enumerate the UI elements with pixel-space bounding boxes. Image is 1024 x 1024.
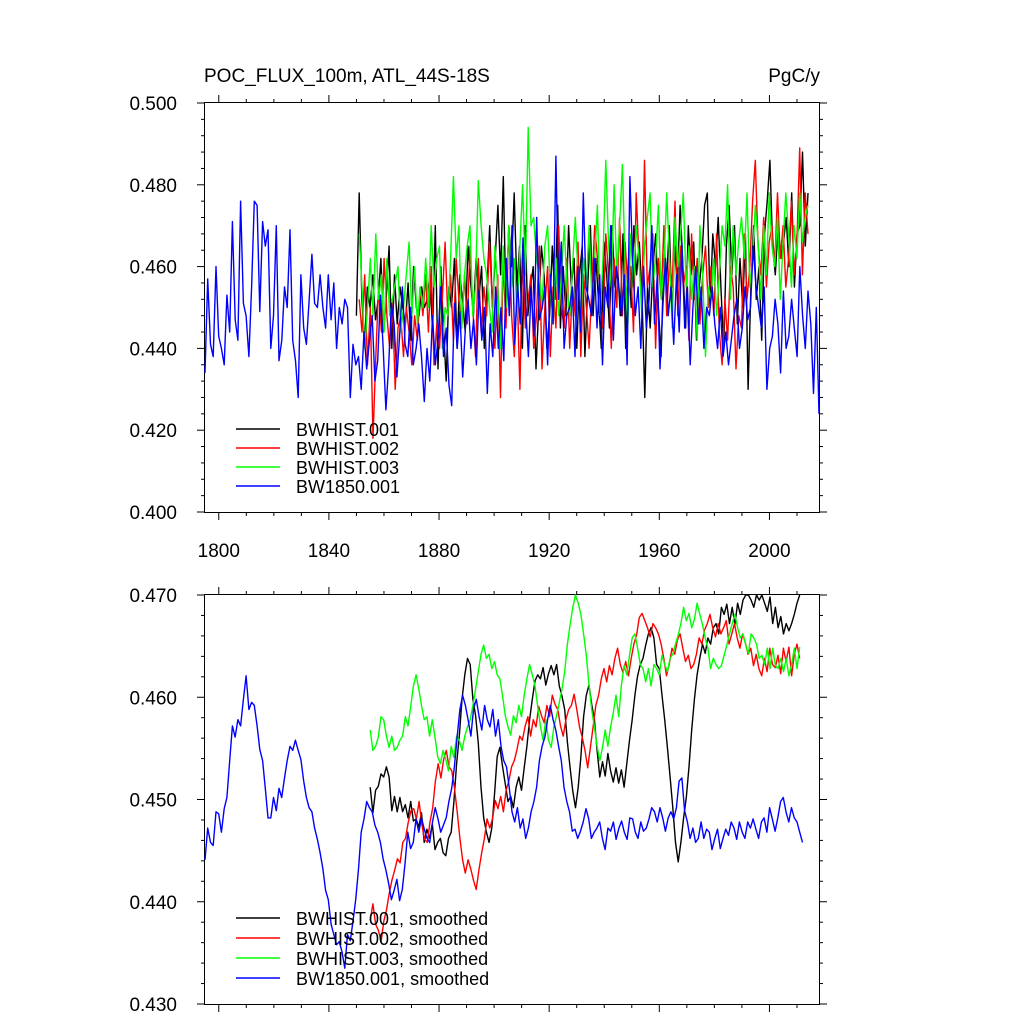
bottom-series-layer [204, 594, 804, 969]
x-tick-label: 2000 [748, 541, 790, 562]
top-y-tick-labels: 0.400 0.420 0.440 0.460 0.480 0.500 [129, 94, 177, 524]
y-tick-label: 0.440 [129, 339, 177, 360]
y-tick-label: 0.500 [129, 94, 177, 115]
series-line-bwhist-003 [358, 126, 809, 358]
legend-label-bwhist-002: BWHIST.002 [296, 439, 399, 459]
bottom-panel: 0.430 0.440 0.450 0.460 0.470 BWHIST.001, sm… [129, 586, 827, 1016]
y-tick-label: 0.460 [129, 258, 177, 279]
bottom-ticks [197, 587, 827, 1012]
series-line-bw1850-001-smoothed [204, 675, 804, 969]
y-tick-label: 0.400 [129, 503, 177, 524]
legend-label-bwhist-003: BWHIST.003 [296, 458, 399, 478]
legend-label-bwhist-001-smoothed: BWHIST.001, smoothed [296, 909, 488, 929]
top-plot-frame [204, 102, 820, 513]
bottom-y-tick-labels: 0.430 0.440 0.450 0.460 0.470 [129, 586, 177, 1016]
y-tick-label: 0.430 [129, 995, 177, 1016]
series-line-bwhist-001-smoothed [369, 594, 801, 863]
y-tick-label: 0.470 [129, 586, 177, 607]
legend-label-bwhist-002-smoothed: BWHIST.002, smoothed [296, 929, 488, 949]
top-units: PgC/y [768, 66, 820, 87]
top-title: POC_FLUX_100m, ATL_44S-18S [204, 66, 490, 87]
y-tick-label: 0.450 [129, 791, 177, 812]
legend-label-bw1850-001: BW1850.001 [296, 477, 400, 497]
y-tick-label: 0.460 [129, 688, 177, 709]
legend-label-bwhist-001: BWHIST.001 [296, 420, 399, 440]
top-ticks [197, 95, 827, 520]
x-tick-label: 1960 [638, 541, 680, 562]
y-tick-label: 0.440 [129, 893, 177, 914]
y-tick-label: 0.420 [129, 421, 177, 442]
x-tick-label: 1880 [418, 541, 460, 562]
series-line-bwhist-002-smoothed [369, 612, 801, 943]
legend-label-bwhist-003-smoothed: BWHIST.003, smoothed [296, 949, 488, 969]
top-series-layer [204, 126, 820, 440]
top-x-tick-labels: 1800 1840 1880 1920 1960 2000 [198, 541, 791, 562]
series-line-bwhist-003-smoothed [369, 594, 801, 772]
y-tick-label: 0.480 [129, 176, 177, 197]
series-line-bw1850-001 [204, 155, 820, 414]
x-tick-label: 1920 [528, 541, 570, 562]
x-tick-label: 1840 [308, 541, 350, 562]
top-panel: POC_FLUX_100m, ATL_44S-18S PgC/y 0.4000.… [129, 66, 827, 562]
legend-label-bw1850-001-smoothed: BW1850.001, smoothed [296, 969, 489, 989]
x-tick-label: 1800 [198, 541, 240, 562]
series-line-bwhist-002 [358, 147, 809, 440]
